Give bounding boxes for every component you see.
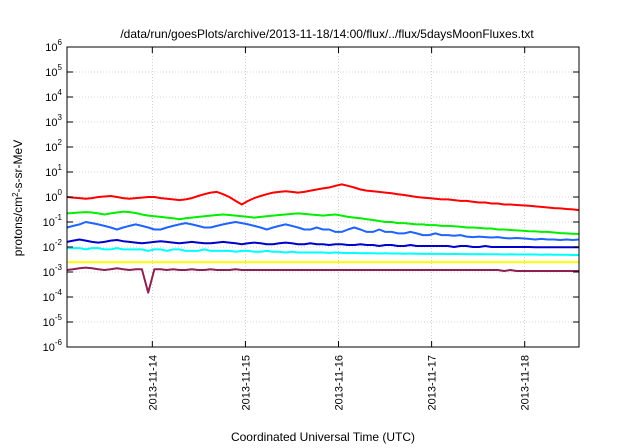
series-lines (66, 183, 580, 294)
series-line-1 (66, 210, 580, 235)
series-line-0 (66, 183, 580, 212)
y-tick-label: 10-6 (43, 338, 63, 354)
x-axis-label: Coordinated Universal Time (UTC) (231, 430, 415, 444)
x-axis-ticks: 2013-11-14 2013-11-15 2013-11-16 2013-11-17… (147, 47, 532, 410)
series-line-2 (66, 221, 580, 241)
y-tick-label: 102 (45, 138, 62, 154)
chart-title: /data/run/goesPlots/archive/2013-11-18/1… (120, 27, 534, 41)
y-tick-label: 101 (45, 163, 62, 179)
y-tick-label: 10-4 (43, 288, 63, 304)
y-tick-label: 104 (45, 88, 62, 104)
y-tick-label: 10-2 (43, 238, 63, 254)
x-tick-label: 2013-11-18 (520, 355, 532, 410)
series-line-3 (67, 247, 579, 256)
x-tick-label: 2013-11-14 (147, 355, 159, 410)
grid-lines (67, 47, 579, 347)
x-tick-label: 2013-11-15 (240, 355, 252, 410)
y-tick-label: 10-1 (43, 213, 63, 229)
y-tick-label: 10-3 (43, 263, 63, 279)
y-tick-label: 10-5 (43, 313, 63, 329)
x-tick-label: 2013-11-17 (427, 355, 439, 410)
y-tick-label: 103 (45, 113, 62, 129)
y-tick-label: 105 (45, 63, 62, 79)
y-axis-ticks: 10-6 10-5 10-4 10-3 10-2 10-1 100 101 102 103 104 1… (43, 38, 579, 354)
y-axis-label: protons/cm2-s-sr-MeV (11, 140, 25, 256)
series-line-6 (66, 266, 579, 294)
y-tick-label: 106 (45, 38, 62, 54)
y-tick-label: 100 (45, 188, 62, 204)
series-line-4 (66, 238, 579, 249)
x-tick-label: 2013-11-16 (334, 355, 346, 410)
